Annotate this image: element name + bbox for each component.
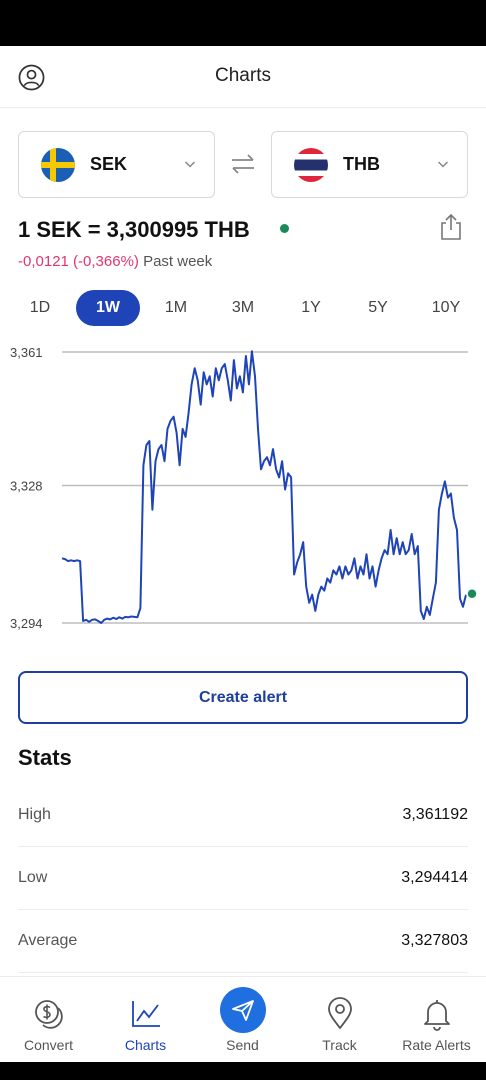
stat-label: High [18,806,51,823]
status-bar [0,0,486,46]
stat-value: 3,361192 [402,806,468,823]
bell-icon [423,1000,450,1031]
page-title: Charts [215,65,271,86]
create-alert-button[interactable]: Create alert [18,671,468,724]
swap-arrows-icon[interactable] [229,150,257,178]
y-tick-label: 3,294 [10,616,43,631]
y-tick-label: 3,361 [10,345,43,360]
time-range-selector: 1D 1W 1M 3M 1Y 5Y 10Y [0,290,486,326]
rate-line [61,350,467,624]
to-currency-selector[interactable]: THB [271,131,468,198]
to-currency-code: THB [343,154,380,174]
location-pin-icon [327,997,352,1030]
range-1y[interactable]: 1Y [301,299,321,316]
profile-icon[interactable] [18,64,45,91]
range-3m[interactable]: 3M [231,299,255,316]
nav-charts[interactable]: Charts [97,977,194,1063]
exchange-rate: 1 SEK = 3,300995 THB [18,217,250,242]
app-header: Charts [0,46,486,108]
nav-track[interactable]: Track [291,977,388,1063]
rate-chart[interactable]: 3,294 3,328 3,361 [0,336,486,636]
stat-row-low: Low 3,294414 [18,847,468,910]
rate-change-period: Past week [143,253,213,270]
chart-line-icon [131,1001,160,1027]
stat-row-average: Average 3,327803 [18,910,468,973]
nav-rate-alerts[interactable]: Rate Alerts [388,977,485,1063]
nav-label: Charts [124,1037,167,1053]
stat-value: 3,327803 [401,932,468,949]
from-currency-selector[interactable]: SEK [18,131,215,198]
live-indicator [280,224,289,233]
coins-icon [34,1000,63,1029]
stat-row-high: High 3,361192 [18,784,468,847]
chevron-down-icon [184,161,196,168]
nav-label: Send [226,1037,259,1053]
nav-label: Track [322,1037,357,1053]
last-point-marker [466,587,478,600]
stat-label: Average [18,932,78,949]
paper-plane-icon [231,1000,254,1021]
nav-convert[interactable]: Convert [0,977,97,1063]
stat-value: 3,294414 [401,869,468,886]
bottom-nav: Convert Charts Send Track Rate Alerts [0,976,486,1062]
nav-label: Convert [23,1037,74,1053]
from-currency-code: SEK [90,154,128,174]
rate-change: -0,0121 (-0,366%) Past week [18,253,212,270]
share-icon[interactable] [438,213,464,241]
y-tick-label: 3,328 [10,478,43,493]
thailand-flag-icon [294,148,328,182]
stat-label: Low [18,869,48,886]
stats-title: Stats [18,745,72,770]
range-1w[interactable]: 1W [76,290,140,326]
home-bar [0,1062,486,1080]
nav-send[interactable]: Send [194,977,291,1063]
sweden-flag-icon [41,148,75,182]
range-1d[interactable]: 1D [29,299,51,316]
range-5y[interactable]: 5Y [368,299,388,316]
nav-label: Rate Alerts [402,1037,471,1053]
range-10y[interactable]: 10Y [431,299,461,316]
rate-change-value: -0,0121 (-0,366%) [18,253,139,270]
range-1m[interactable]: 1M [164,299,188,316]
chevron-down-icon [437,161,449,168]
